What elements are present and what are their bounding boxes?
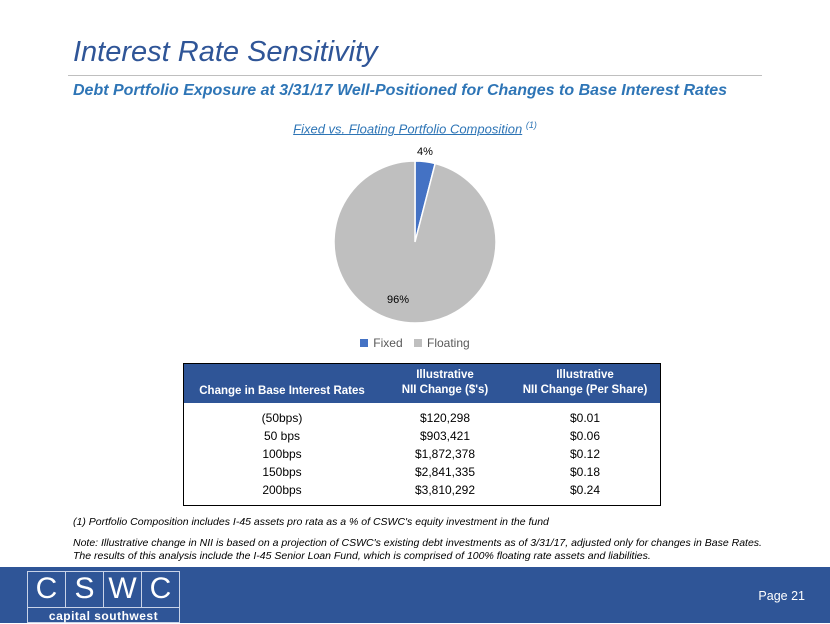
note-line-2: The results of this analysis include the… (73, 550, 651, 562)
header-nii-per-share-line2: NII Change (Per Share) (522, 384, 648, 396)
cell-nii-dollars: $120,298 (419, 411, 471, 425)
cell-rate-change: (50bps) (261, 411, 303, 425)
cell-nii-dollars: $3,810,292 (414, 483, 476, 497)
table-row: (50bps) $120,298 $0.01 (184, 411, 660, 428)
logo-letter: S (65, 571, 103, 607)
cell-nii-per-share: $0.12 (569, 447, 601, 461)
table-row: 200bps $3,810,292 $0.24 (184, 483, 660, 500)
cell-nii-per-share: $0.01 (569, 411, 601, 425)
legend-swatch-fixed (360, 339, 369, 347)
data-label-fixed: 4% (417, 146, 433, 158)
logo-letter: W (103, 571, 141, 607)
cell-nii-per-share: $0.18 (569, 465, 601, 479)
logo-letter: C (141, 571, 179, 607)
cell-rate-change: 150bps (262, 465, 302, 479)
chart-title-text: Fixed vs. Floating Portfolio Composition (293, 121, 523, 137)
logo-letters: C S W C (28, 571, 179, 607)
cell-nii-dollars: $903,421 (419, 429, 471, 443)
footnote-portfolio-composition: (1) Portfolio Composition includes I-45 … (73, 516, 549, 528)
table-row: 150bps $2,841,335 $0.18 (184, 465, 660, 482)
cell-nii-dollars: $2,841,335 (414, 465, 476, 479)
table-row: 50 bps $903,421 $0.06 (184, 429, 660, 446)
page-number: Page 21 (758, 589, 805, 603)
legend-label-fixed: Fixed (373, 336, 403, 350)
chart-title: Fixed vs. Floating Portfolio Composition… (0, 120, 830, 136)
chart-title-footnote: (1) (525, 120, 537, 130)
legend-item-floating: Floating (413, 336, 470, 350)
title-divider (68, 75, 762, 76)
chart-legend: Fixed Floating (0, 336, 830, 350)
cell-rate-change: 50 bps (263, 429, 301, 443)
table-row: 100bps $1,872,378 $0.12 (184, 447, 660, 464)
legend-item-fixed: Fixed (360, 336, 403, 350)
table-header: Change in Base Interest Rates Illustrati… (184, 364, 660, 403)
header-nii-dollars-line2: NII Change ($'s) (401, 384, 489, 396)
header-nii-per-share-line1: Illustrative (556, 369, 614, 381)
nii-sensitivity-table: Change in Base Interest Rates Illustrati… (183, 363, 661, 506)
pie-slice-floating (333, 160, 497, 324)
cswc-logo: C S W C capital southwest (27, 571, 180, 623)
page-subtitle: Debt Portfolio Exposure at 3/31/17 Well-… (73, 82, 728, 99)
analysis-note: Note: Illustrative change in NII is base… (73, 537, 773, 563)
cell-nii-per-share: $0.06 (569, 429, 601, 443)
cell-rate-change: 100bps (262, 447, 302, 461)
page-title: Interest Rate Sensitivity (73, 36, 378, 68)
cell-nii-per-share: $0.24 (569, 483, 601, 497)
cell-rate-change: 200bps (262, 483, 302, 497)
legend-swatch-floating (413, 339, 422, 347)
note-line-1: Note: Illustrative change in NII is base… (73, 537, 762, 549)
header-nii-dollars-line1: Illustrative (416, 369, 474, 381)
data-label-floating: 96% (387, 294, 409, 306)
logo-tagline: capital southwest (28, 607, 179, 624)
legend-label-floating: Floating (426, 336, 470, 350)
header-change-base-rates: Change in Base Interest Rates (199, 385, 365, 397)
pie-chart: 4% 96% (333, 146, 497, 324)
cell-nii-dollars: $1,872,378 (414, 447, 476, 461)
logo-letter: C (35, 572, 58, 605)
